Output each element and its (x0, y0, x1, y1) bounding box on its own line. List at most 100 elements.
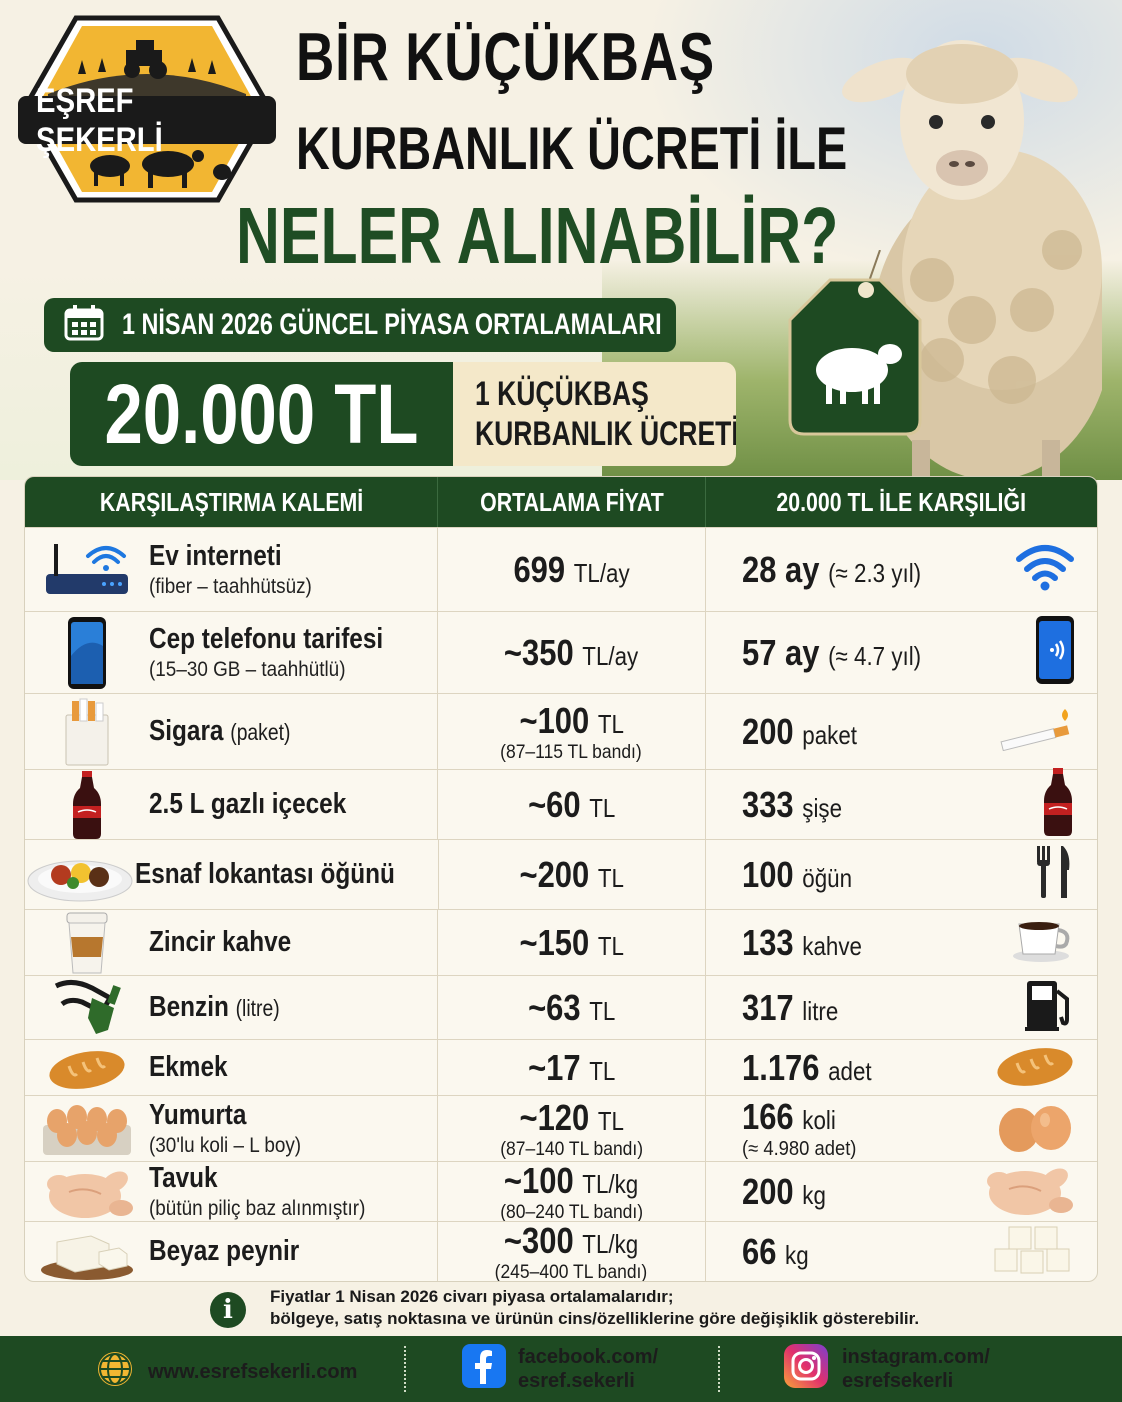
equivalent-amount: 200 paket (741, 710, 857, 752)
equivalent-cell: 100 öğün (706, 840, 1097, 909)
item-cell: Ekmek (25, 1040, 439, 1095)
price-cell: ~63 TL (438, 976, 706, 1039)
title-line-2: KURBANLIK ÜCRETİ İLE (296, 115, 848, 182)
equivalent-cell: 200 paket (706, 694, 1097, 769)
average-price: 699 TL/ay (513, 548, 630, 590)
table-row: Yumurta (30'lu koli – L boy) ~120 TL (87… (25, 1095, 1097, 1161)
item-cell: Beyaz peynir (25, 1222, 439, 1281)
table-row: Zincir kahve ~150 TL 133 kahve (25, 909, 1097, 975)
fuel-pump-icon (1023, 977, 1075, 1038)
footer-divider (404, 1346, 406, 1392)
facebook-link[interactable]: facebook.com/ esref.sekerli (462, 1344, 658, 1393)
price-caption-line-1: 1 KÜÇÜKBAŞ (474, 375, 649, 413)
table-row: Ev interneti (fiber – taahhütsüz) 699 TL… (25, 527, 1097, 611)
price-cell: ~100 TL (87–115 TL bandı) (438, 694, 706, 769)
sheep-illustration (812, 30, 1112, 480)
equivalent-amount: 200 kg (741, 1170, 826, 1212)
phone-icon (25, 612, 149, 693)
average-price: ~60 TL (527, 783, 616, 825)
equivalent-note: (≈ 4.980 adet) (741, 1138, 857, 1160)
price-cell: ~350 TL/ay (438, 612, 706, 693)
item-name: Sigara (paket) (149, 715, 291, 747)
price-cell: ~150 TL (438, 910, 706, 975)
average-price: ~100 TL/kg (504, 1159, 639, 1201)
equivalent-amount: 1.176 adet (741, 1046, 872, 1088)
item-name: Ekmek (149, 1051, 228, 1083)
item-cell: Zincir kahve (25, 910, 439, 975)
item-cell: Esnaf lokantası öğünü (25, 840, 439, 909)
calendar-icon (64, 304, 104, 346)
item-name: Beyaz peynir (149, 1235, 300, 1267)
item-name: Esnaf lokantası öğünü (135, 858, 395, 890)
equivalent-amount: 66 kg (741, 1230, 809, 1272)
average-price: ~63 TL (527, 986, 616, 1028)
bread-icon (995, 1041, 1075, 1094)
website-link[interactable]: www.esrefsekerli.com (96, 1350, 357, 1393)
footer-bar (0, 1336, 1122, 1402)
website-url: www.esrefsekerli.com (148, 1360, 358, 1383)
brand-name: EŞREF ŞEKERLİ (36, 82, 163, 159)
item-name: Zincir kahve (149, 926, 292, 958)
title-line-1: BİR KÜÇÜKBAŞ (296, 19, 715, 95)
price-cell: ~200 TL (439, 840, 707, 909)
item-cell: Cep telefonu tarifesi (15–30 GB – taahhü… (25, 612, 439, 693)
cheese-icon (25, 1222, 149, 1281)
smartphone-signal-icon (1035, 615, 1075, 690)
equivalent-amount: 333 şişe (741, 783, 842, 825)
footnote-line-2: bölgeye, satış noktasına ve ürünün cins/… (270, 1309, 920, 1328)
equivalent-amount: 166 koli (741, 1096, 836, 1137)
table-row: 2.5 L gazlı içecek ~60 TL 333 şişe (25, 767, 1097, 842)
price-cell: ~100 TL/kg (80–240 TL bandı) (438, 1159, 706, 1223)
average-price: ~200 TL (519, 853, 625, 895)
cheese-cubes-icon (991, 1219, 1075, 1281)
price-cell: 699 TL/ay (438, 528, 706, 611)
equivalent-cell: 57 ay (≈ 4.7 yıl) (706, 612, 1097, 693)
item-name: Tavuk (149, 1162, 218, 1194)
globe-icon (96, 1350, 134, 1393)
equivalent-cell: 28 ay (≈ 2.3 yıl) (706, 528, 1097, 611)
table-row: Beyaz peynir ~300 TL/kg (245–400 TL band… (25, 1220, 1097, 1282)
item-cell: 2.5 L gazlı içecek (25, 770, 439, 839)
fuel-nozzle-icon (25, 976, 149, 1039)
bread-icon (25, 1040, 149, 1095)
table-row: Tavuk (bütün piliç baz alınmıştır) ~100 … (25, 1159, 1097, 1223)
eggs-icon (995, 1098, 1075, 1159)
price-caption-line-2: KURBANLIK ÜCRETİ (474, 415, 736, 453)
header-price: ORTALAMA FİYAT (479, 486, 664, 517)
cigarette-pack-icon (25, 694, 149, 769)
facebook-line-2: esref.sekerli (518, 1369, 635, 1392)
equivalent-amount: 28 ay (≈ 2.3 yıl) (741, 548, 921, 590)
instagram-line-1: instagram.com/ (842, 1345, 990, 1368)
fork-knife-icon (1031, 844, 1075, 905)
price-band: (245–400 TL bandı) (495, 1261, 648, 1282)
facebook-icon (462, 1344, 506, 1393)
average-price: ~100 TL (519, 699, 624, 741)
table-row: Sigara (paket) ~100 TL (87–115 TL bandı)… (25, 693, 1097, 769)
soda-bottle-icon (1041, 767, 1075, 842)
equivalent-amount: 317 litre (741, 986, 838, 1028)
price-value: 20.000 TL (104, 366, 419, 461)
date-label: 1 NİSAN 2026 GÜNCEL PİYASA ORTALAMALARI (122, 308, 662, 341)
table-row: Esnaf lokantası öğünü ~200 TL 100 öğün (25, 839, 1097, 909)
price-band: (80–240 TL bandı) (499, 1201, 643, 1223)
item-name: Yumurta (149, 1099, 247, 1131)
equivalent-cell: 317 litre (706, 976, 1097, 1039)
equivalent-amount: 100 öğün (742, 853, 853, 895)
item-cell: Yumurta (30'lu koli – L boy) (25, 1096, 439, 1161)
equivalent-cell: 66 kg (706, 1222, 1097, 1281)
item-cell: Tavuk (bütün piliç baz alınmıştır) (25, 1162, 439, 1221)
item-subtitle: (fiber – taahhütsüz) (149, 575, 312, 598)
average-price: ~17 TL (527, 1046, 616, 1088)
instagram-link[interactable]: instagram.com/ esrefsekerli (784, 1344, 990, 1393)
egg-tray-icon (25, 1096, 149, 1161)
average-price: ~120 TL (519, 1096, 624, 1138)
header-item: KARŞILAŞTIRMA KALEMİ (99, 486, 363, 517)
equivalent-cell: 166 koli (≈ 4.980 adet) (706, 1096, 1097, 1161)
coffee-cup-icon (25, 910, 149, 975)
item-name: Ev interneti (149, 540, 282, 572)
price-cell: ~120 TL (87–140 TL bandı) (438, 1096, 706, 1161)
header-equivalent: 20.000 TL İLE KARŞILIĞI (776, 486, 1027, 517)
item-name: Benzin (litre) (149, 991, 280, 1023)
equivalent-cell: 200 kg (706, 1162, 1097, 1221)
equivalent-cell: 333 şişe (706, 767, 1097, 842)
